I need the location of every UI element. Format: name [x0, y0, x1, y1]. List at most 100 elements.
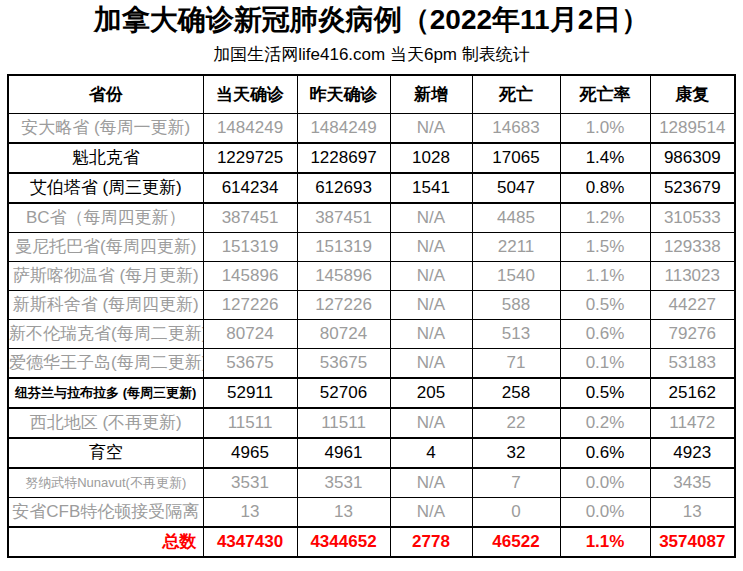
cell-new-cases: 1028	[390, 143, 472, 173]
header-new-cases: 新增	[390, 75, 472, 114]
cell-province: 西北地区 (不再更新)	[8, 408, 203, 438]
cell-yesterday-confirmed: 53675	[297, 348, 390, 378]
cell-death-rate: 1.1%	[560, 527, 650, 557]
cell-province: 爱德华王子岛(每周二更新)	[8, 348, 203, 378]
cell-deaths: 1540	[472, 261, 560, 290]
cell-new-cases: N/A	[390, 348, 472, 378]
total-label: 总数	[8, 527, 203, 557]
cell-yesterday-confirmed: 612693	[297, 173, 390, 203]
cell-death-rate: 0.2%	[560, 408, 650, 438]
table-row: 西北地区 (不再更新)1151111511N/A220.2%11472	[8, 408, 735, 438]
cell-new-cases: N/A	[390, 468, 472, 498]
table-row: 努纳武特Nunavut(不再更新)35313531N/A70.0%3435	[8, 468, 735, 498]
cell-new-cases: N/A	[390, 319, 472, 348]
cell-province: 努纳武特Nunavut(不再更新)	[8, 468, 203, 498]
page-title: 加拿大确诊新冠肺炎病例（2022年11月2日）	[0, 0, 743, 36]
cell-today-confirmed: 13	[203, 497, 297, 527]
table-row: 新不伦瑞克省(每周二更新)8072480724N/A5130.6%79276	[8, 319, 735, 348]
cell-today-confirmed: 53675	[203, 348, 297, 378]
cell-recovered: 129338	[650, 232, 735, 261]
cell-today-confirmed: 145896	[203, 261, 297, 290]
covid-stats-table: 省份 当天确诊 昨天确诊 新增 死亡 死亡率 康复 安大略省 (每周一更新)14…	[7, 74, 736, 558]
cell-recovered: 3574087	[650, 527, 735, 557]
table-row: 曼尼托巴省(每周四更新)151319151319N/A22111.5%12933…	[8, 232, 735, 261]
cell-new-cases: 4	[390, 438, 472, 468]
table-row: 安省CFB特伦顿接受隔离1313N/A00.0%13	[8, 497, 735, 527]
cell-province: 纽芬兰与拉布拉多 (每周三更新)	[8, 378, 203, 408]
cell-recovered: 4923	[650, 438, 735, 468]
cell-today-confirmed: 80724	[203, 319, 297, 348]
cell-new-cases: 205	[390, 378, 472, 408]
cell-death-rate: 0.5%	[560, 378, 650, 408]
cell-death-rate: 0.6%	[560, 319, 650, 348]
cell-death-rate: 0.0%	[560, 497, 650, 527]
cell-yesterday-confirmed: 127226	[297, 290, 390, 319]
cell-deaths: 7	[472, 468, 560, 498]
cell-recovered: 53183	[650, 348, 735, 378]
table-row: 新斯科舍省 (每周四更新)127226127226N/A5880.5%44227	[8, 290, 735, 319]
cell-yesterday-confirmed: 387451	[297, 203, 390, 233]
cell-death-rate: 1.2%	[560, 203, 650, 233]
cell-death-rate: 1.0%	[560, 113, 650, 143]
header-today-confirmed: 当天确诊	[203, 75, 297, 114]
cell-new-cases: N/A	[390, 203, 472, 233]
cell-new-cases: N/A	[390, 113, 472, 143]
cell-death-rate: 0.6%	[560, 438, 650, 468]
cell-today-confirmed: 1484249	[203, 113, 297, 143]
cell-recovered: 3435	[650, 468, 735, 498]
table-row: 育空496549614320.6%4923	[8, 438, 735, 468]
cell-province: BC省（每周四更新）	[8, 203, 203, 233]
header-recovered: 康复	[650, 75, 735, 114]
cell-deaths: 46522	[472, 527, 560, 557]
cell-death-rate: 0.1%	[560, 348, 650, 378]
table-row: 爱德华王子岛(每周二更新)5367553675N/A710.1%53183	[8, 348, 735, 378]
header-row: 省份 当天确诊 昨天确诊 新增 死亡 死亡率 康复	[8, 75, 735, 114]
cell-death-rate: 0.0%	[560, 468, 650, 498]
cell-yesterday-confirmed: 3531	[297, 468, 390, 498]
cell-new-cases: N/A	[390, 261, 472, 290]
cell-deaths: 32	[472, 438, 560, 468]
cell-province: 魁北克省	[8, 143, 203, 173]
cell-yesterday-confirmed: 4961	[297, 438, 390, 468]
cell-deaths: 258	[472, 378, 560, 408]
cell-recovered: 986309	[650, 143, 735, 173]
table-row: 魁北克省122972512286971028170651.4%986309	[8, 143, 735, 173]
total-row: 总数434743043446522778465221.1%3574087	[8, 527, 735, 557]
cell-today-confirmed: 3531	[203, 468, 297, 498]
table-row: BC省（每周四更新）387451387451N/A44851.2%310533	[8, 203, 735, 233]
cell-yesterday-confirmed: 145896	[297, 261, 390, 290]
cell-recovered: 79276	[650, 319, 735, 348]
cell-province: 萨斯喀彻温省 (每月更新)	[8, 261, 203, 290]
cell-new-cases: N/A	[390, 408, 472, 438]
cell-yesterday-confirmed: 151319	[297, 232, 390, 261]
header-death-rate: 死亡率	[560, 75, 650, 114]
cell-death-rate: 1.1%	[560, 261, 650, 290]
cell-recovered: 1289514	[650, 113, 735, 143]
cell-new-cases: N/A	[390, 290, 472, 319]
cell-today-confirmed: 1229725	[203, 143, 297, 173]
cell-new-cases: N/A	[390, 232, 472, 261]
cell-recovered: 523679	[650, 173, 735, 203]
cell-today-confirmed: 11511	[203, 408, 297, 438]
cell-province: 安省CFB特伦顿接受隔离	[8, 497, 203, 527]
cell-province: 新不伦瑞克省(每周二更新)	[8, 319, 203, 348]
cell-recovered: 113023	[650, 261, 735, 290]
cell-yesterday-confirmed: 80724	[297, 319, 390, 348]
cell-recovered: 13	[650, 497, 735, 527]
table-row: 纽芬兰与拉布拉多 (每周三更新)52911527062052580.5%2516…	[8, 378, 735, 408]
cell-yesterday-confirmed: 1484249	[297, 113, 390, 143]
cell-deaths: 22	[472, 408, 560, 438]
cell-today-confirmed: 127226	[203, 290, 297, 319]
cell-deaths: 14683	[472, 113, 560, 143]
cell-yesterday-confirmed: 11511	[297, 408, 390, 438]
cell-recovered: 25162	[650, 378, 735, 408]
cell-province: 艾伯塔省 (周三更新)	[8, 173, 203, 203]
cell-province: 曼尼托巴省(每周四更新)	[8, 232, 203, 261]
table-row: 安大略省 (每周一更新)14842491484249N/A146831.0%12…	[8, 113, 735, 143]
cell-recovered: 44227	[650, 290, 735, 319]
cell-deaths: 513	[472, 319, 560, 348]
cell-yesterday-confirmed: 52706	[297, 378, 390, 408]
page-subtitle: 加国生活网life416.com 当天6pm 制表统计	[0, 43, 743, 66]
cell-death-rate: 1.5%	[560, 232, 650, 261]
header-province: 省份	[8, 75, 203, 114]
